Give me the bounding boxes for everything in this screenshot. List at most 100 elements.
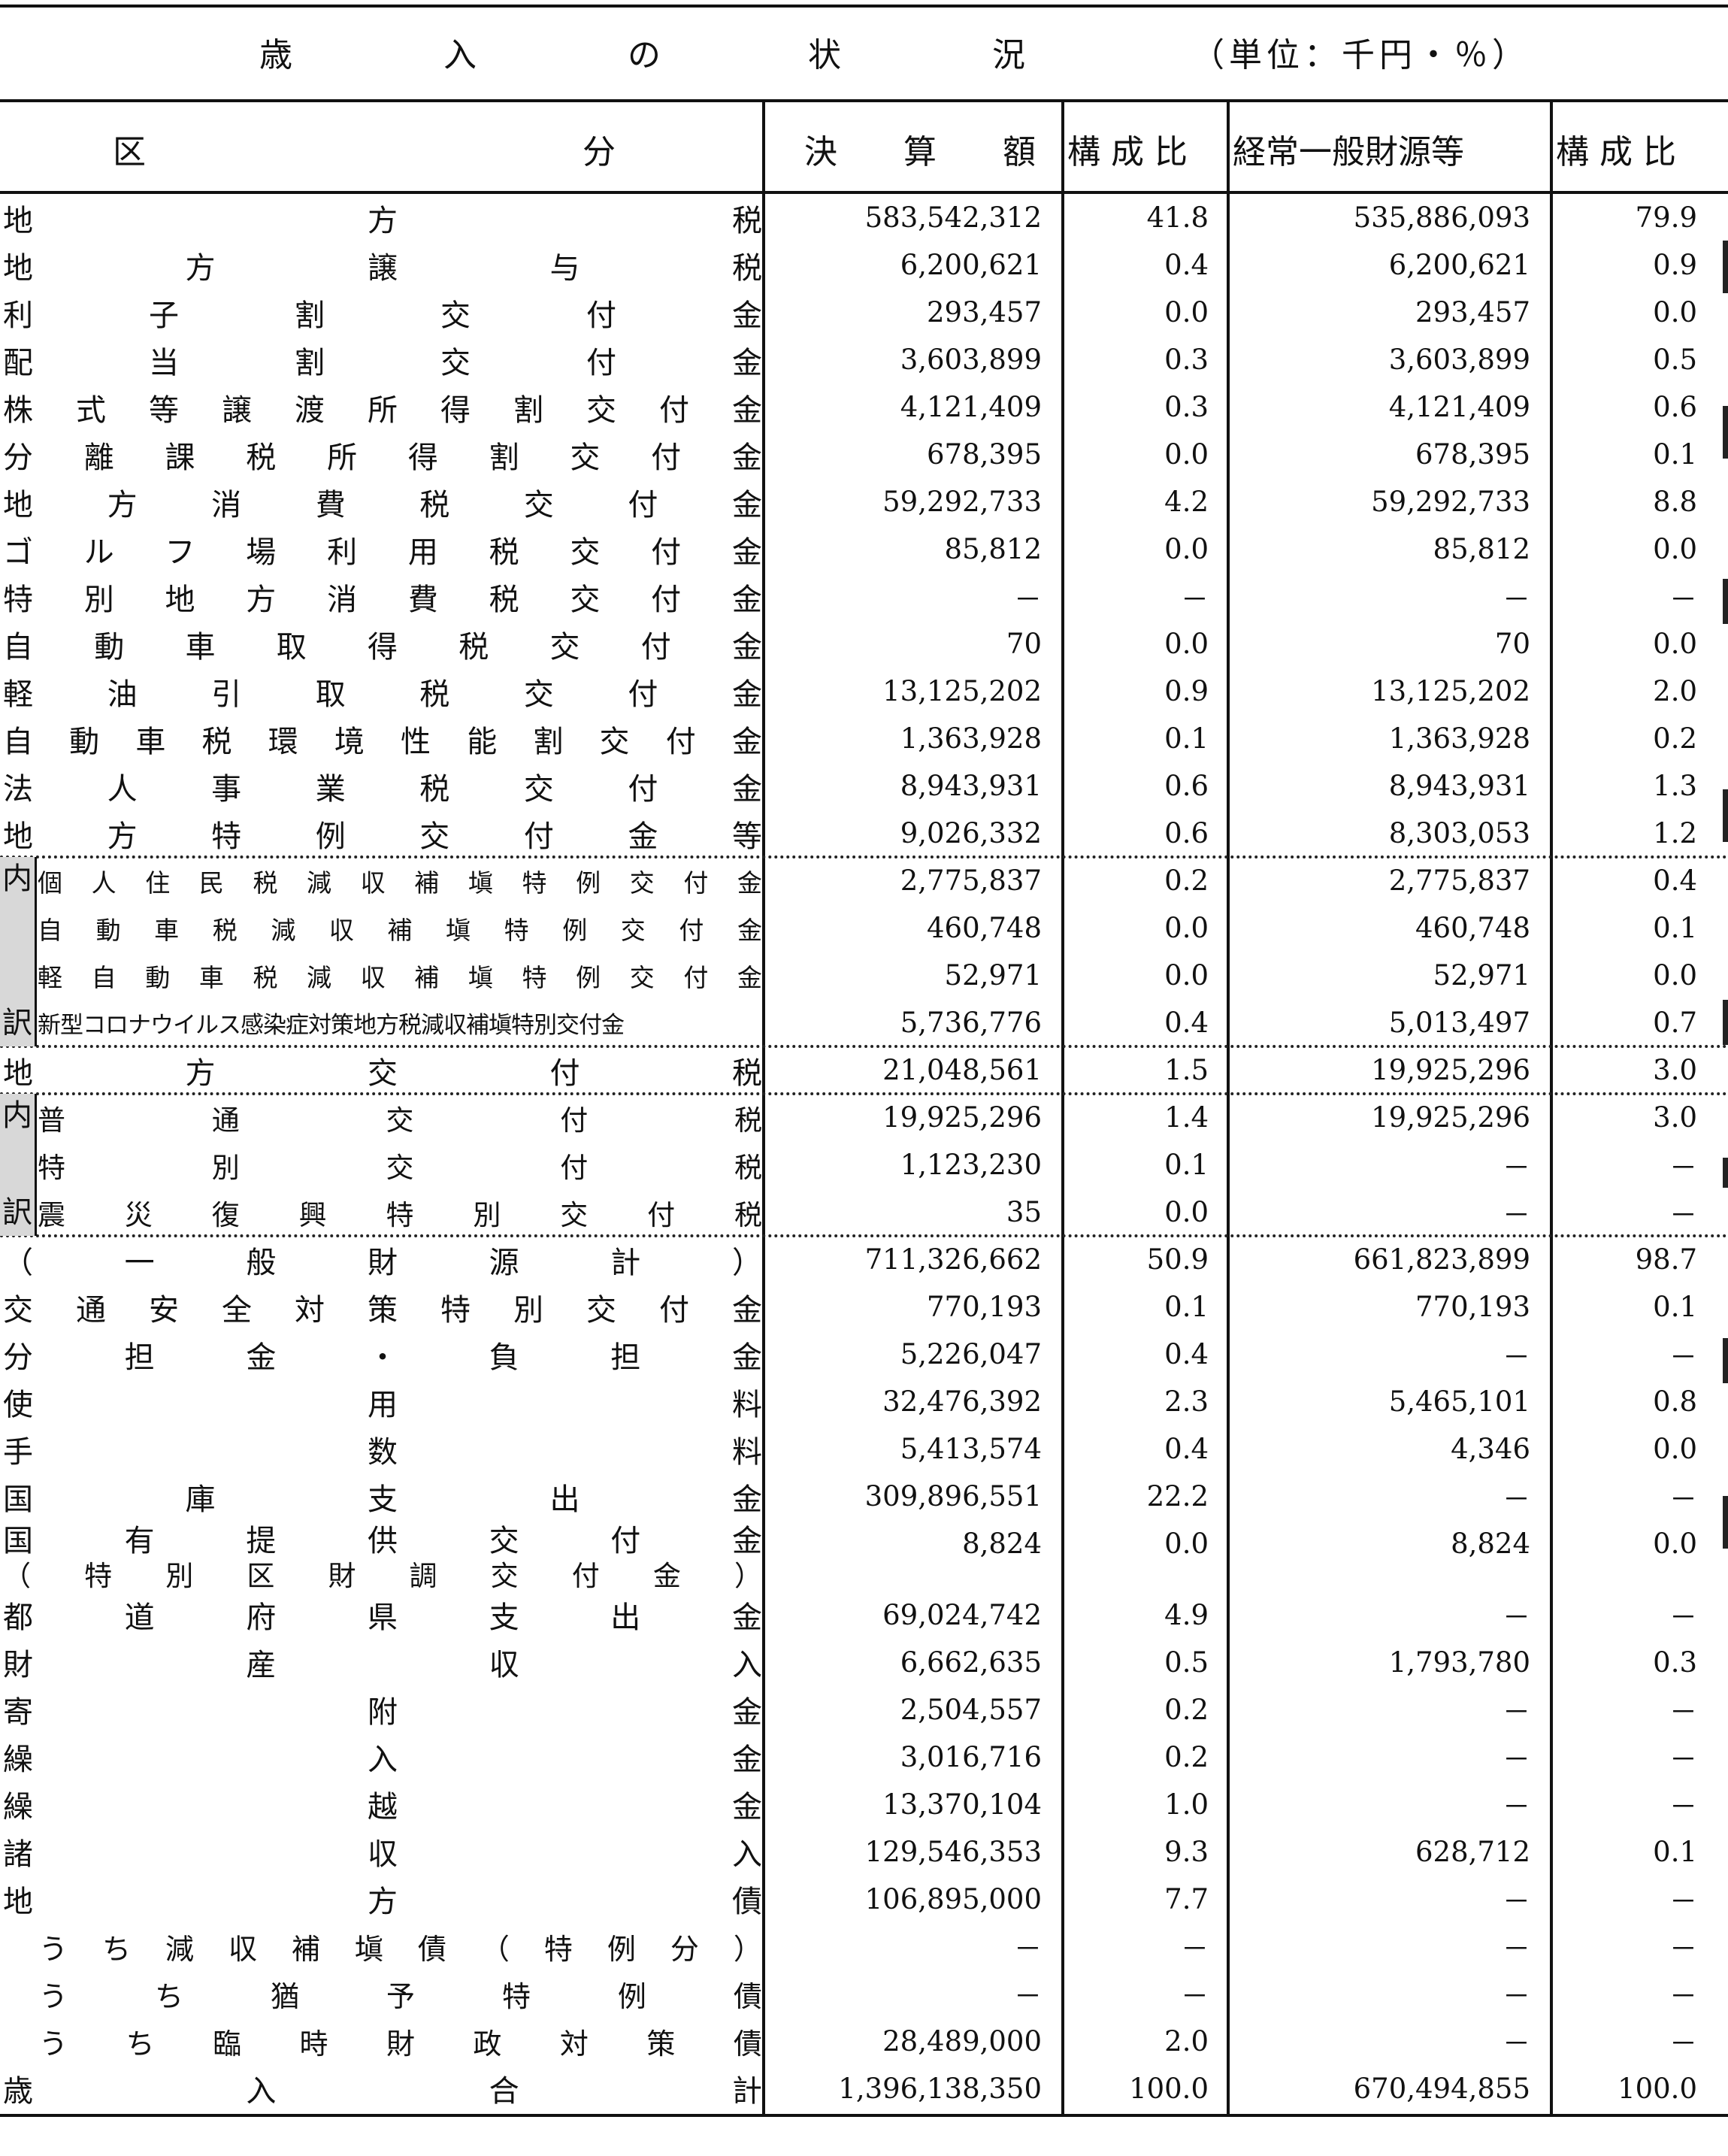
cell-ippan: － — [1503, 1151, 1530, 1184]
cell-ippan: － — [1503, 583, 1530, 616]
cell-kosei2: － — [1669, 1933, 1697, 1965]
row-label: 普通交付税 — [38, 1104, 762, 1137]
row-label: 配当割交付金 — [3, 345, 762, 380]
cell-kessan: 106,895,000 — [864, 1882, 1042, 1915]
row-label: 自動車税環境性能割交付金 — [3, 724, 762, 759]
cell-kessan: 770,193 — [926, 1291, 1042, 1323]
cell-ippan: 670,494,855 — [1353, 2072, 1530, 2105]
header-kosei-2: 構 成 比 — [1556, 133, 1676, 171]
header-kubun-b: 分 — [583, 133, 616, 171]
table-row: 地方特例交付金等 9,026,332 0.6 8,303,053 1.2 — [0, 810, 1728, 857]
unit-label: （単位：千円・％） — [1191, 36, 1530, 74]
cell-kosei2: 0.9 — [1653, 249, 1697, 281]
cell-kessan: 460,748 — [926, 912, 1042, 944]
cell-kosei2: 0.4 — [1653, 865, 1697, 897]
row-label: 諸収入 — [3, 1837, 762, 1872]
table-row: 寄附金 2,504,557 0.2 － － — [0, 1686, 1728, 1734]
cell-kosei2: 0.0 — [1653, 1528, 1697, 1560]
cell-kosei2: 2.0 — [1653, 675, 1697, 707]
column-line — [1394, 5, 1397, 8]
cell-kosei2: 0.0 — [1653, 1433, 1697, 1465]
header-kessan: 決 算 額 — [804, 133, 1036, 171]
table-row: 地方債 106,895,000 7.7 － － — [0, 1876, 1728, 1923]
row-label: 特別地方消費税交付金 — [3, 582, 762, 617]
table-row: 都道府県支出金 69,024,742 4.9 － － — [0, 1591, 1728, 1639]
table-row: 法人事業税交付金 8,943,931 0.6 8,943,931 1.3 — [0, 762, 1728, 810]
cell-kessan: － — [1014, 1980, 1042, 2012]
cell-kessan: 4,121,409 — [900, 391, 1042, 423]
cell-kessan: 13,125,202 — [882, 675, 1042, 707]
table-row: 自動車税環境性能割交付金 1,363,928 0.1 1,363,928 0.2 — [0, 715, 1728, 762]
cell-ippan: 628,712 — [1415, 1835, 1530, 1868]
cell-ippan: 19,925,296 — [1371, 1101, 1530, 1134]
cell-kosei2: 0.2 — [1653, 722, 1697, 755]
cell-kosei1: 0.0 — [1164, 1196, 1209, 1228]
cell-kosei1: － — [1181, 1980, 1209, 2012]
cell-kosei1: 1.0 — [1164, 1788, 1209, 1821]
cell-kosei1: － — [1181, 583, 1209, 616]
cell-kosei2: － — [1669, 1885, 1697, 1918]
edge-mark — [1723, 241, 1728, 293]
cell-ippan: 770,193 — [1415, 1291, 1530, 1323]
edge-mark — [1723, 1000, 1728, 1045]
row-label: 個人住民税減収補塡特例交付金 — [38, 868, 762, 898]
cell-kosei2: 0.0 — [1653, 296, 1697, 329]
edge-mark — [1723, 406, 1728, 459]
row-label: 繰越金 — [3, 1790, 762, 1824]
cell-kosei1: 0.6 — [1164, 817, 1209, 849]
cell-kessan: 13,370,104 — [882, 1788, 1042, 1821]
cell-kessan: 8,943,931 — [900, 770, 1042, 802]
edge-mark — [1723, 789, 1728, 842]
cell-ippan: 3,603,899 — [1388, 344, 1530, 376]
cell-kosei1: 1.5 — [1164, 1054, 1209, 1086]
table-row: 自動車取得税交付金 70 0.0 70 0.0 — [0, 620, 1728, 668]
cell-ippan: 678,395 — [1415, 438, 1530, 471]
row-label: 利子割交付金 — [3, 298, 762, 333]
cell-kessan: 1,396,138,350 — [838, 2072, 1042, 2105]
cell-kessan: 5,736,776 — [900, 1007, 1042, 1039]
cell-kessan: 19,925,296 — [882, 1101, 1042, 1134]
row-label: 自動車税減収補塡特例交付金 — [38, 915, 762, 945]
table-row: 繰越金 13,370,104 1.0 － － — [0, 1781, 1728, 1828]
row-label: 法人事業税交付金 — [3, 771, 762, 807]
table-row: うち猶予特例債 － － － － — [0, 1970, 1728, 2018]
title-char: の — [628, 36, 661, 74]
cell-ippan: － — [1503, 1340, 1530, 1373]
cell-kosei2: 100.0 — [1618, 2072, 1697, 2105]
table-row: （一般財源計） 711,326,662 50.9 661,823,899 98.7 — [0, 1236, 1728, 1283]
cell-kosei1: 9.3 — [1164, 1835, 1209, 1868]
cell-kosei1: 0.0 — [1164, 959, 1209, 992]
cell-kosei2: － — [1669, 583, 1697, 616]
cell-kosei2: 0.0 — [1653, 959, 1697, 992]
cell-ippan: － — [1503, 1601, 1530, 1634]
cell-kosei1: 0.0 — [1164, 438, 1209, 471]
cell-kosei1: 2.3 — [1164, 1385, 1209, 1418]
table-row: 株式等譲渡所得割交付金 4,121,409 0.3 4,121,409 0.6 — [0, 383, 1728, 431]
cell-kessan: － — [1014, 1933, 1042, 1965]
cell-ippan: － — [1503, 1743, 1530, 1776]
cell-kessan: 5,413,574 — [900, 1433, 1042, 1465]
cell-ippan: 70 — [1494, 628, 1530, 660]
row-label-sub: （特別区財調交付金） — [3, 1559, 762, 1592]
cell-kosei2: － — [1669, 1151, 1697, 1184]
cell-kosei1: － — [1181, 1933, 1209, 1965]
cell-kosei1: 0.2 — [1164, 1693, 1209, 1726]
cell-kosei1: 0.3 — [1164, 391, 1209, 423]
cell-kosei2: － — [1669, 1482, 1697, 1516]
row-label: 手数料 — [3, 1434, 762, 1470]
row-label: うち猶予特例債 — [39, 1979, 762, 2013]
table-row: 利子割交付金 293,457 0.0 293,457 0.0 — [0, 289, 1728, 336]
table-row: 国有提供交付金（特別区財調交付金） 8,824 0.0 8,824 0.0 — [0, 1520, 1728, 1592]
breakdown-marker-bottom: 訳 — [2, 1195, 32, 1230]
cell-ippan: － — [1503, 1980, 1530, 2012]
row-label: 地方消費税交付金 — [3, 487, 762, 522]
cell-kosei2: 98.7 — [1635, 1243, 1697, 1276]
row-label: 軽自動車税減収補塡特例交付金 — [38, 962, 762, 992]
table-row: 使用料 32,476,392 2.3 5,465,101 0.8 — [0, 1378, 1728, 1425]
cell-kosei2: 0.5 — [1653, 344, 1697, 376]
breakdown-marker-top: 内 — [2, 861, 32, 896]
table-row: 財産収入 6,662,635 0.5 1,793,780 0.3 — [0, 1639, 1728, 1686]
column-line — [1061, 5, 1064, 8]
cell-kosei2: － — [1669, 1791, 1697, 1823]
cell-kessan: 21,048,561 — [882, 1054, 1042, 1086]
